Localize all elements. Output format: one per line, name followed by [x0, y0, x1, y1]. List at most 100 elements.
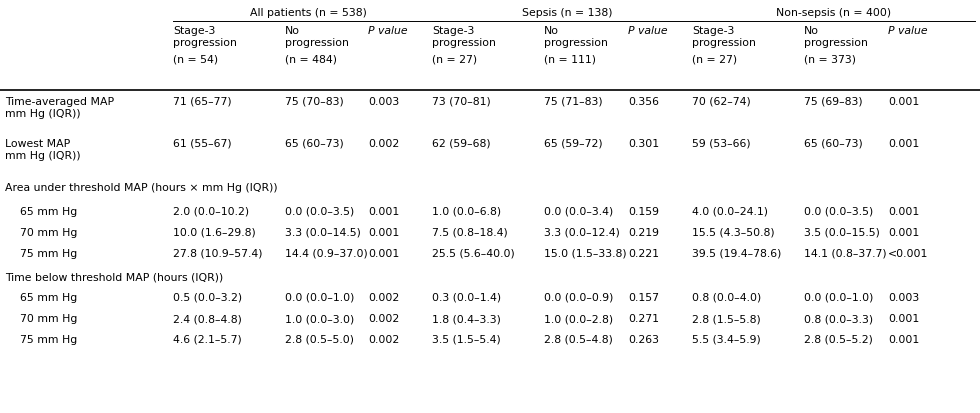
Text: 65 mm Hg: 65 mm Hg — [20, 206, 77, 216]
Text: 0.8 (0.0–4.0): 0.8 (0.0–4.0) — [692, 292, 761, 302]
Text: Stage-3
progression: Stage-3 progression — [432, 26, 496, 47]
Text: 3.3 (0.0–14.5): 3.3 (0.0–14.5) — [285, 228, 361, 237]
Text: 75 (71–83): 75 (71–83) — [544, 97, 603, 107]
Text: 65 (59–72): 65 (59–72) — [544, 139, 603, 149]
Text: 4.0 (0.0–24.1): 4.0 (0.0–24.1) — [692, 206, 768, 216]
Text: 75 mm Hg: 75 mm Hg — [20, 248, 77, 259]
Text: 0.263: 0.263 — [628, 334, 659, 344]
Text: 0.0 (0.0–1.0): 0.0 (0.0–1.0) — [285, 292, 355, 302]
Text: 61 (55–67): 61 (55–67) — [173, 139, 231, 149]
Text: 0.157: 0.157 — [628, 292, 659, 302]
Text: 70 mm Hg: 70 mm Hg — [20, 313, 77, 323]
Text: 65 mm Hg: 65 mm Hg — [20, 292, 77, 302]
Text: 7.5 (0.8–18.4): 7.5 (0.8–18.4) — [432, 228, 508, 237]
Text: 73 (70–81): 73 (70–81) — [432, 97, 491, 107]
Text: 3.5 (1.5–5.4): 3.5 (1.5–5.4) — [432, 334, 501, 344]
Text: (n = 111): (n = 111) — [544, 54, 596, 64]
Text: 2.8 (1.5–5.8): 2.8 (1.5–5.8) — [692, 313, 760, 323]
Text: 0.0 (0.0–3.5): 0.0 (0.0–3.5) — [285, 206, 354, 216]
Text: 0.301: 0.301 — [628, 139, 660, 149]
Text: 2.0 (0.0–10.2): 2.0 (0.0–10.2) — [173, 206, 249, 216]
Text: <0.001: <0.001 — [888, 248, 928, 259]
Text: 0.001: 0.001 — [888, 206, 919, 216]
Text: Sepsis (n = 138): Sepsis (n = 138) — [522, 8, 612, 18]
Text: 0.0 (0.0–1.0): 0.0 (0.0–1.0) — [804, 292, 873, 302]
Text: 1.0 (0.0–2.8): 1.0 (0.0–2.8) — [544, 313, 613, 323]
Text: (n = 27): (n = 27) — [432, 54, 477, 64]
Text: 0.002: 0.002 — [368, 139, 399, 149]
Text: 0.001: 0.001 — [368, 206, 399, 216]
Text: 62 (59–68): 62 (59–68) — [432, 139, 491, 149]
Text: 0.271: 0.271 — [628, 313, 659, 323]
Text: P value: P value — [368, 26, 408, 36]
Text: 25.5 (5.6–40.0): 25.5 (5.6–40.0) — [432, 248, 514, 259]
Text: 0.001: 0.001 — [888, 97, 919, 107]
Text: 2.8 (0.5–5.0): 2.8 (0.5–5.0) — [285, 334, 354, 344]
Text: 0.001: 0.001 — [368, 248, 399, 259]
Text: 0.219: 0.219 — [628, 228, 659, 237]
Text: (n = 484): (n = 484) — [285, 54, 337, 64]
Text: 0.356: 0.356 — [628, 97, 659, 107]
Text: 59 (53–66): 59 (53–66) — [692, 139, 751, 149]
Text: 3.3 (0.0–12.4): 3.3 (0.0–12.4) — [544, 228, 620, 237]
Text: 0.159: 0.159 — [628, 206, 659, 216]
Text: 0.001: 0.001 — [888, 334, 919, 344]
Text: Stage-3
progression: Stage-3 progression — [173, 26, 237, 47]
Text: Non-sepsis (n = 400): Non-sepsis (n = 400) — [776, 8, 891, 18]
Text: 70 (62–74): 70 (62–74) — [692, 97, 751, 107]
Text: 5.5 (3.4–5.9): 5.5 (3.4–5.9) — [692, 334, 760, 344]
Text: 0.5 (0.0–3.2): 0.5 (0.0–3.2) — [173, 292, 242, 302]
Text: 4.6 (2.1–5.7): 4.6 (2.1–5.7) — [173, 334, 242, 344]
Text: 1.0 (0.0–6.8): 1.0 (0.0–6.8) — [432, 206, 501, 216]
Text: P value: P value — [888, 26, 928, 36]
Text: 0.002: 0.002 — [368, 334, 399, 344]
Text: 0.002: 0.002 — [368, 313, 399, 323]
Text: 0.8 (0.0–3.3): 0.8 (0.0–3.3) — [804, 313, 873, 323]
Text: 1.8 (0.4–3.3): 1.8 (0.4–3.3) — [432, 313, 501, 323]
Text: 65 (60–73): 65 (60–73) — [285, 139, 344, 149]
Text: 14.4 (0.9–37.0): 14.4 (0.9–37.0) — [285, 248, 368, 259]
Text: No
progression: No progression — [804, 26, 868, 47]
Text: 2.4 (0.8–4.8): 2.4 (0.8–4.8) — [173, 313, 242, 323]
Text: 0.0 (0.0–3.5): 0.0 (0.0–3.5) — [804, 206, 873, 216]
Text: Time-averaged MAP
mm Hg (IQR)): Time-averaged MAP mm Hg (IQR)) — [5, 97, 114, 118]
Text: 0.001: 0.001 — [368, 228, 399, 237]
Text: 27.8 (10.9–57.4): 27.8 (10.9–57.4) — [173, 248, 263, 259]
Text: (n = 27): (n = 27) — [692, 54, 737, 64]
Text: 14.1 (0.8–37.7): 14.1 (0.8–37.7) — [804, 248, 887, 259]
Text: 1.0 (0.0–3.0): 1.0 (0.0–3.0) — [285, 313, 354, 323]
Text: (n = 373): (n = 373) — [804, 54, 856, 64]
Text: 0.003: 0.003 — [888, 292, 919, 302]
Text: (n = 54): (n = 54) — [173, 54, 219, 64]
Text: Stage-3
progression: Stage-3 progression — [692, 26, 756, 47]
Text: 3.5 (0.0–15.5): 3.5 (0.0–15.5) — [804, 228, 880, 237]
Text: No
progression: No progression — [285, 26, 349, 47]
Text: Area under threshold MAP (hours × mm Hg (IQR)): Area under threshold MAP (hours × mm Hg … — [5, 183, 277, 192]
Text: 71 (65–77): 71 (65–77) — [173, 97, 231, 107]
Text: 0.003: 0.003 — [368, 97, 399, 107]
Text: 0.3 (0.0–1.4): 0.3 (0.0–1.4) — [432, 292, 501, 302]
Text: 0.001: 0.001 — [888, 313, 919, 323]
Text: Time below threshold MAP (hours (IQR)): Time below threshold MAP (hours (IQR)) — [5, 271, 223, 281]
Text: 70 mm Hg: 70 mm Hg — [20, 228, 77, 237]
Text: 0.0 (0.0–0.9): 0.0 (0.0–0.9) — [544, 292, 613, 302]
Text: 75 (70–83): 75 (70–83) — [285, 97, 344, 107]
Text: 39.5 (19.4–78.6): 39.5 (19.4–78.6) — [692, 248, 781, 259]
Text: 0.001: 0.001 — [888, 228, 919, 237]
Text: 75 mm Hg: 75 mm Hg — [20, 334, 77, 344]
Text: 10.0 (1.6–29.8): 10.0 (1.6–29.8) — [173, 228, 256, 237]
Text: All patients (n = 538): All patients (n = 538) — [250, 8, 367, 18]
Text: No
progression: No progression — [544, 26, 608, 47]
Text: 0.0 (0.0–3.4): 0.0 (0.0–3.4) — [544, 206, 613, 216]
Text: Lowest MAP
mm Hg (IQR)): Lowest MAP mm Hg (IQR)) — [5, 139, 80, 160]
Text: 0.002: 0.002 — [368, 292, 399, 302]
Text: 75 (69–83): 75 (69–83) — [804, 97, 862, 107]
Text: 2.8 (0.5–5.2): 2.8 (0.5–5.2) — [804, 334, 873, 344]
Text: 0.001: 0.001 — [888, 139, 919, 149]
Text: 15.0 (1.5–33.8): 15.0 (1.5–33.8) — [544, 248, 626, 259]
Text: 0.221: 0.221 — [628, 248, 659, 259]
Text: P value: P value — [628, 26, 667, 36]
Text: 2.8 (0.5–4.8): 2.8 (0.5–4.8) — [544, 334, 612, 344]
Text: 65 (60–73): 65 (60–73) — [804, 139, 862, 149]
Text: 15.5 (4.3–50.8): 15.5 (4.3–50.8) — [692, 228, 774, 237]
